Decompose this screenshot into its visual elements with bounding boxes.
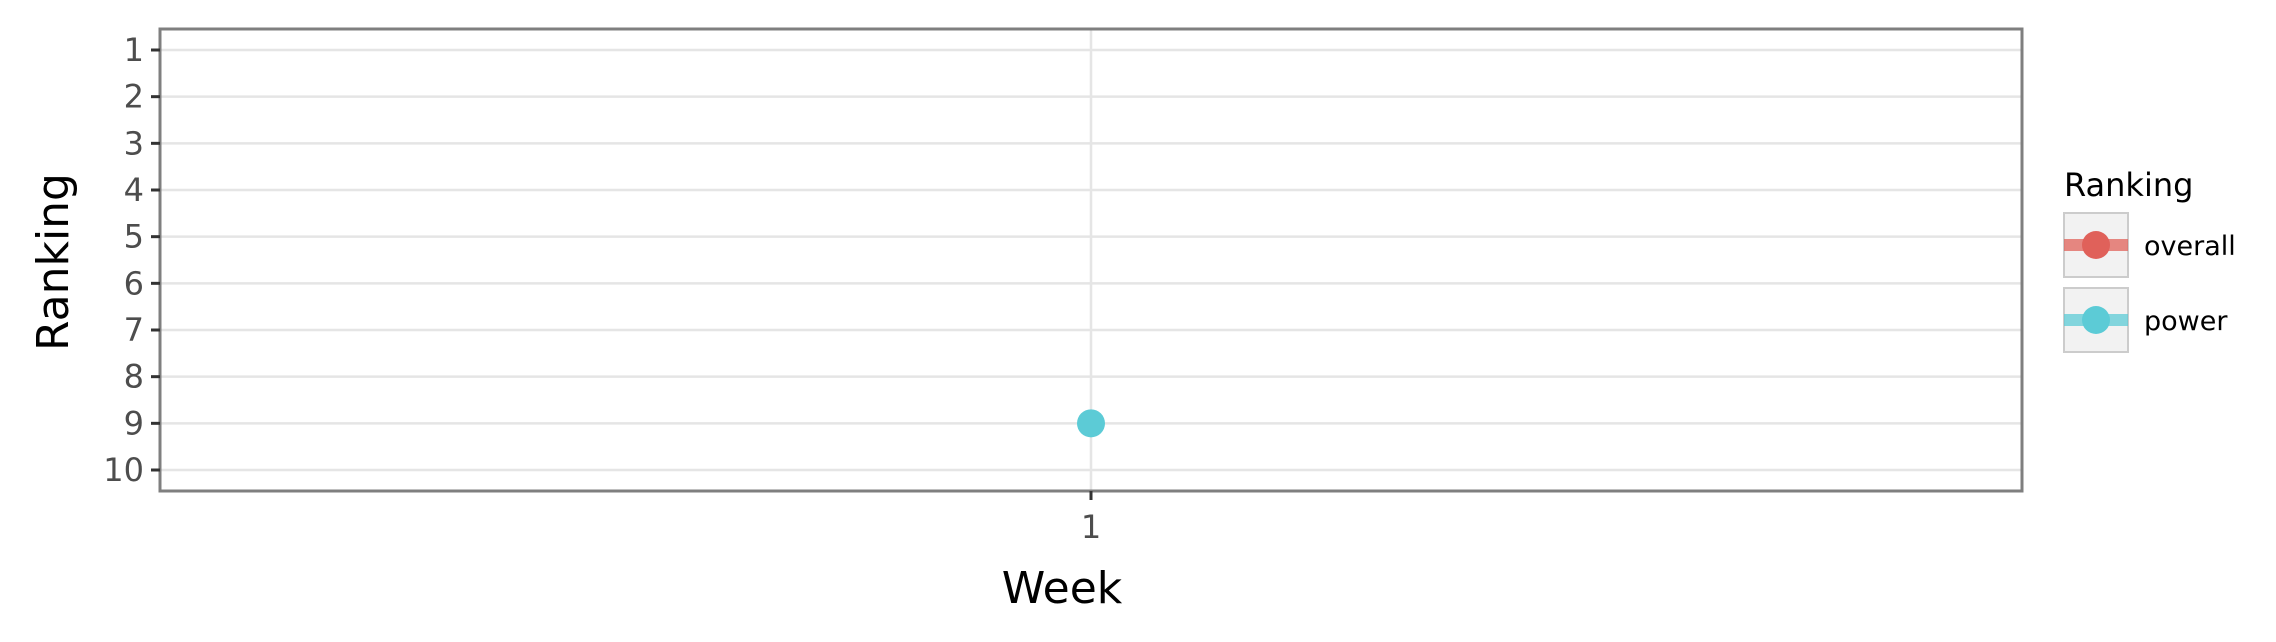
legend-key-point (2082, 231, 2110, 259)
y-tick-label: 1 (124, 31, 144, 69)
series-marks (1077, 409, 1105, 438)
legend-entry-power: power (2063, 287, 2228, 353)
y-axis: 1 2 3 4 5 6 7 8 9 10 (103, 31, 160, 489)
y-tick-label: 3 (124, 124, 144, 162)
legend-entries: overall power (2063, 212, 2236, 353)
legend-label: power (2144, 306, 2228, 337)
legend-label: overall (2144, 231, 2236, 262)
data-point-power (1077, 409, 1105, 438)
legend-title: Ranking (2064, 166, 2193, 204)
y-axis-title: Ranking (28, 173, 79, 351)
legend-entry-overall: overall (2063, 212, 2236, 278)
x-axis: 1 (1081, 491, 1101, 546)
legend: Ranking overall power (2063, 166, 2236, 353)
x-tick-label: 1 (1081, 508, 1101, 546)
legend-key-point (2082, 306, 2110, 334)
y-tick-label: 10 (103, 451, 144, 489)
y-tick-label: 4 (124, 171, 144, 209)
y-tick-label: 5 (124, 218, 144, 256)
y-tick-label: 8 (124, 358, 144, 396)
y-tick-label: 6 (124, 264, 144, 302)
y-tick-label: 9 (124, 404, 144, 442)
y-tick-label: 2 (124, 78, 144, 116)
y-tick-label: 7 (124, 311, 144, 349)
x-axis-title: Week (1002, 563, 1123, 614)
